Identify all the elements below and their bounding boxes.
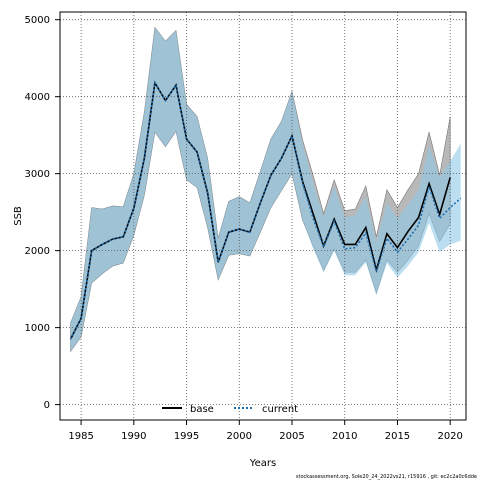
plot-frame xyxy=(59,11,467,421)
x-tick-label: 2015 xyxy=(385,431,410,442)
legend: base current xyxy=(162,404,298,415)
y-tick-label: 0 xyxy=(44,400,50,411)
x-axis-label: Years xyxy=(249,458,276,469)
x-tick-label: 2000 xyxy=(227,431,252,442)
y-axis-label: SSB xyxy=(13,206,24,226)
series-line-current xyxy=(69,80,462,340)
y-tick-label: 1000 xyxy=(25,323,50,334)
x-tick-label: 1990 xyxy=(121,431,146,442)
x-tick-label: 2005 xyxy=(279,431,304,442)
y-tick-label: 4000 xyxy=(25,92,50,103)
x-tick-label: 1985 xyxy=(68,431,93,442)
y-tick-label: 3000 xyxy=(25,169,50,180)
y-tick-label: 5000 xyxy=(25,15,50,26)
y-tick-label: 2000 xyxy=(25,246,50,257)
legend-base-label: base xyxy=(190,404,214,415)
x-tick-label: 2020 xyxy=(437,431,462,442)
x-tick-label: 2010 xyxy=(332,431,357,442)
legend-current-label: current xyxy=(262,404,298,415)
footer-text: stockassessment.org, Sole20_24_2022vs21,… xyxy=(296,474,477,480)
x-tick-label: 1995 xyxy=(174,431,199,442)
